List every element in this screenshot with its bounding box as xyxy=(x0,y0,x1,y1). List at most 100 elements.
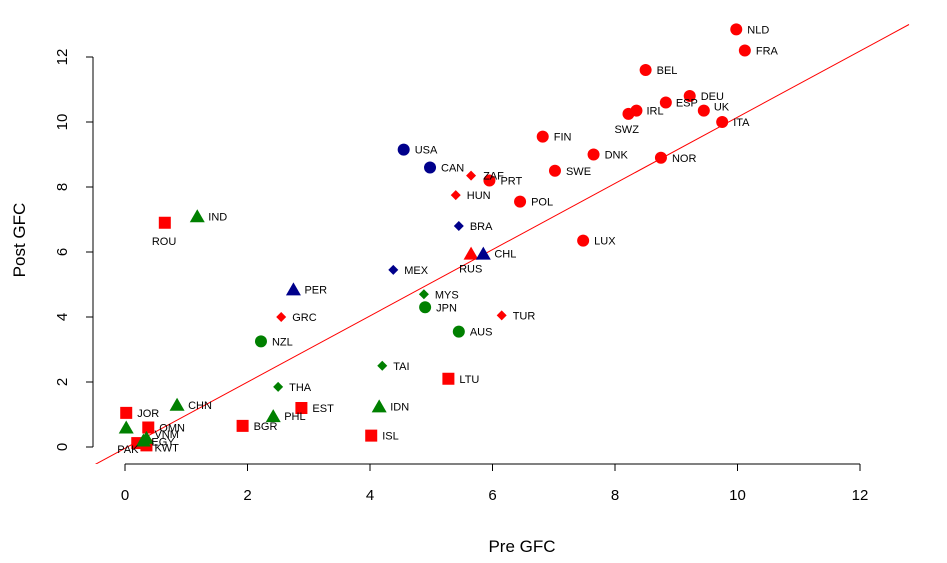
data-point-rou xyxy=(158,216,171,229)
data-point-fra xyxy=(738,44,751,57)
x-tick-label: 4 xyxy=(366,487,374,504)
x-tick-label: 6 xyxy=(488,487,496,504)
data-point-phl xyxy=(265,409,281,423)
data-point-dnk xyxy=(587,148,600,161)
data-point-swz xyxy=(622,107,635,120)
point-label-pol: POL xyxy=(531,197,553,209)
regression-line xyxy=(94,24,910,464)
y-tick-label: 4 xyxy=(54,313,71,321)
data-point-egy xyxy=(135,433,151,447)
point-label-tur: TUR xyxy=(513,310,536,322)
data-point-usa xyxy=(397,143,410,156)
data-point-tha xyxy=(273,381,284,392)
y-tick-label: 2 xyxy=(54,378,71,386)
data-point-isl xyxy=(365,429,378,442)
data-point-jor xyxy=(120,406,133,419)
point-label-chl: CHL xyxy=(494,249,516,261)
data-point-pol xyxy=(514,195,527,208)
point-label-fin: FIN xyxy=(554,132,572,144)
data-point-bgr xyxy=(236,419,249,432)
axes: 0 2 4 6 8 10 12 0 2 4 6 8 10 12 xyxy=(54,49,868,504)
x-tick-label: 10 xyxy=(729,487,746,504)
y-tick-label: 0 xyxy=(54,443,71,451)
point-label-zaf: ZAF xyxy=(483,171,504,183)
x-tick-label: 2 xyxy=(243,487,251,504)
point-label-kwt: KWT xyxy=(154,442,179,454)
point-label-usa: USA xyxy=(415,145,438,157)
point-label-bgr: BGR xyxy=(254,421,278,433)
point-label-esp: ESP xyxy=(676,98,698,110)
data-point-idn xyxy=(371,399,387,413)
y-axis-title: Post GFC xyxy=(10,203,29,278)
data-point-uk xyxy=(697,104,710,117)
point-label-uk: UK xyxy=(714,102,730,114)
data-point-zaf xyxy=(466,170,477,181)
point-label-tai: TAI xyxy=(393,361,409,373)
x-axis-title: Pre GFC xyxy=(488,537,555,556)
data-point-tur xyxy=(496,310,507,321)
point-label-nld: NLD xyxy=(747,24,769,36)
y-tick-label: 6 xyxy=(54,248,71,256)
x-tick-label: 0 xyxy=(121,487,129,504)
data-point-ind xyxy=(189,209,205,223)
data-point-lux xyxy=(577,234,590,247)
point-label-per: PER xyxy=(304,284,327,296)
data-point-ita xyxy=(716,116,729,128)
x-tick-label: 12 xyxy=(852,487,869,504)
point-label-pak: PAK xyxy=(117,444,139,456)
point-label-mex: MEX xyxy=(404,265,429,277)
point-label-fra: FRA xyxy=(756,46,779,58)
point-label-omn: OMN xyxy=(159,423,185,435)
data-point-esp xyxy=(659,96,672,109)
point-label-mys: MYS xyxy=(435,289,459,301)
data-point-grc xyxy=(276,312,287,322)
point-label-jpn: JPN xyxy=(436,302,457,314)
data-point-bra xyxy=(453,221,464,231)
point-label-aus: AUS xyxy=(470,327,493,339)
data-points xyxy=(118,23,751,452)
data-point-chn xyxy=(169,397,185,411)
point-label-ltu: LTU xyxy=(459,374,479,386)
data-point-per xyxy=(285,282,301,296)
data-point-omn xyxy=(142,421,155,434)
data-point-can xyxy=(424,161,437,174)
point-label-hun: HUN xyxy=(467,190,491,202)
point-label-rou: ROU xyxy=(152,236,177,248)
data-point-aus xyxy=(452,325,465,338)
point-label-nor: NOR xyxy=(672,153,697,165)
data-point-chl xyxy=(475,246,491,260)
point-label-prt: PRT xyxy=(500,176,522,188)
point-label-est: EST xyxy=(312,403,334,415)
data-point-mys xyxy=(418,289,429,300)
point-label-lux: LUX xyxy=(594,236,616,248)
point-label-swe: SWE xyxy=(566,166,591,178)
data-point-tai xyxy=(377,360,388,371)
point-label-irl: IRL xyxy=(646,106,663,118)
data-point-nzl xyxy=(254,335,267,348)
point-label-jor: JOR xyxy=(137,408,159,420)
data-point-nld xyxy=(730,23,743,36)
y-tick-label: 8 xyxy=(54,183,71,191)
point-label-deu: DEU xyxy=(701,91,724,103)
data-point-mex xyxy=(388,264,399,275)
x-tick-label: 8 xyxy=(611,487,619,504)
point-label-can: CAN xyxy=(441,163,464,175)
point-label-phl: PHL xyxy=(284,411,305,423)
data-point-deu xyxy=(683,90,696,102)
data-point-jpn xyxy=(419,301,432,314)
data-point-nor xyxy=(654,151,667,164)
point-label-swz: SWZ xyxy=(614,124,639,136)
point-label-ind: IND xyxy=(208,211,227,223)
point-label-egy: EGY xyxy=(151,437,175,449)
y-tick-label: 10 xyxy=(54,114,71,131)
point-label-ita: ITA xyxy=(733,117,750,129)
y-tick-label: 12 xyxy=(54,49,71,66)
point-label-grc: GRC xyxy=(292,312,317,324)
data-point-swe xyxy=(548,164,561,177)
data-point-est xyxy=(295,402,308,414)
point-label-tha: THA xyxy=(289,382,312,394)
point-label-bel: BEL xyxy=(657,65,678,77)
point-label-chn: CHN xyxy=(188,400,212,412)
data-point-rus xyxy=(463,246,479,260)
